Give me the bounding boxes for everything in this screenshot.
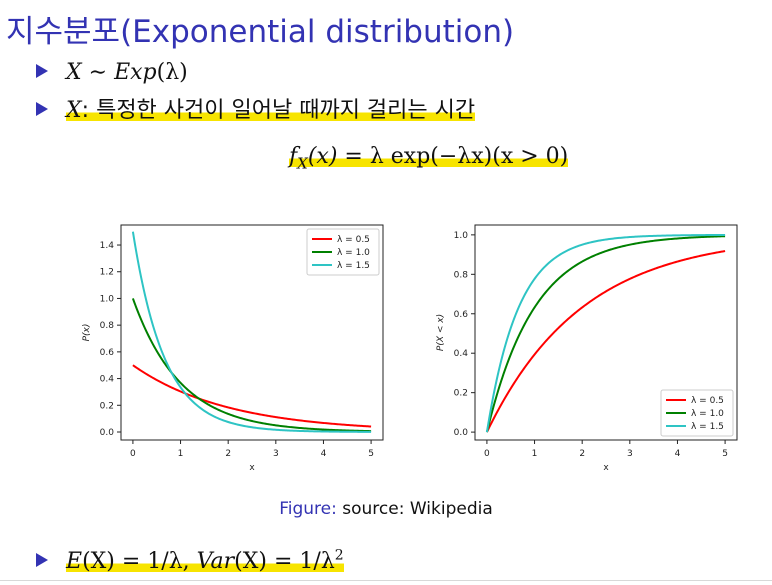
y-tick-label: 1.2 [100,268,114,278]
series-line-lambda-0.5 [486,250,726,433]
x-tick-label: 4 [321,449,327,459]
y-tick-label: 1.0 [454,231,469,241]
formula-arg: (x) [307,144,338,169]
y-axis-label: P(X < x) [436,314,446,351]
variance-sup: 2 [334,548,344,564]
legend-label: λ = 1.0 [691,409,724,419]
y-tick-label: 0.6 [100,348,115,358]
x-axis-label: x [249,463,255,470]
y-tick-label: 1.4 [100,241,115,251]
y-tick-label: 0.0 [454,428,469,438]
x-axis-label: x [603,463,609,470]
formula-sub: X [297,154,308,173]
series-line-lambda-1.5 [485,233,726,433]
legend-box [306,228,380,276]
x-tick-label: 3 [627,449,633,459]
x-tick-label: 3 [273,449,279,459]
y-tick-label: 0.4 [454,349,469,359]
x-tick-label: 5 [722,449,728,459]
sim-symbol: ∼ [81,60,115,85]
legend-box [660,389,734,437]
x-tick-label: 2 [225,449,231,459]
var-x: X [66,60,82,85]
expectation-e: E [66,549,83,575]
caption-source: source: Wikipedia [336,499,493,519]
bullet-triangle-icon [36,64,48,78]
figure-caption: Figure: source: Wikipedia [0,499,772,519]
y-tick-label: 0.4 [100,375,115,385]
bullet-definition: X: 특정한 사건이 일어날 때까지 걸리는 시간 [36,92,476,124]
x-tick-label: 4 [675,449,681,459]
cdf-chart: 0 1 2 3 4 5 0.0 0.2 0.4 0.6 0.8 1.0 x P(X < x) λ = 0.5… [436,224,738,470]
x-tick-label: 2 [579,449,585,459]
x-tick-label: 0 [130,449,136,459]
series-line-lambda-1.5 [131,231,372,433]
y-axis-label: P(x) [82,324,92,342]
formula-f: f [289,144,298,169]
series-line-lambda-0.5 [132,364,372,428]
var-x: X [66,98,82,123]
definition-text: : 특정한 사건이 일어날 때까지 걸리는 시간 [81,98,476,123]
formula-rhs: = λ exp(−λx)(x > 0) [337,144,569,169]
y-tick-label: 0.2 [100,401,114,411]
legend-label: λ = 0.5 [691,396,724,406]
x-tick-label: 1 [532,449,538,459]
y-tick-label: 0.0 [100,428,115,438]
variance-var: Var [196,549,235,575]
bullet-moments: E(X) = 1/λ, Var(X) = 1/λ2 [36,548,344,575]
slide-title: 지수분포(Exponential distribution) [6,14,515,50]
x-tick-label: 1 [178,449,184,459]
legend-label: λ = 1.5 [337,261,370,271]
x-tick-label: 0 [484,449,490,459]
variance-rest: (X) = 1/λ [234,549,335,575]
y-tick-label: 0.8 [454,270,469,280]
bullet-triangle-icon [36,553,48,568]
legend-label: λ = 1.5 [691,422,724,432]
y-tick-label: 0.2 [454,389,468,399]
expectation-rest: (X) = 1/λ, [82,549,197,575]
legend-label: λ = 0.5 [337,235,370,245]
pdf-formula: fX(x) = λ exp(−λx)(x > 0) [289,144,569,173]
dist-param: (λ) [156,60,188,85]
legend-label: λ = 1.0 [337,248,370,258]
slide-footer-divider [0,580,772,581]
series-line-lambda-1 [485,235,726,433]
y-tick-label: 0.8 [100,321,115,331]
y-tick-label: 0.6 [454,310,469,320]
bullet-triangle-icon [36,102,48,116]
pdf-chart: 0 1 2 3 4 5 0.0 0.2 0.4 0.6 0.8 1.0 1.2 1.4 x P(x) λ = 0… [82,224,384,470]
dist-name: Exp [114,60,157,85]
y-tick-label: 1.0 [100,294,115,304]
caption-label: Figure: [279,499,337,519]
bullet-distribution: X ∼ Exp(λ) [36,60,188,85]
x-tick-label: 5 [368,449,374,459]
